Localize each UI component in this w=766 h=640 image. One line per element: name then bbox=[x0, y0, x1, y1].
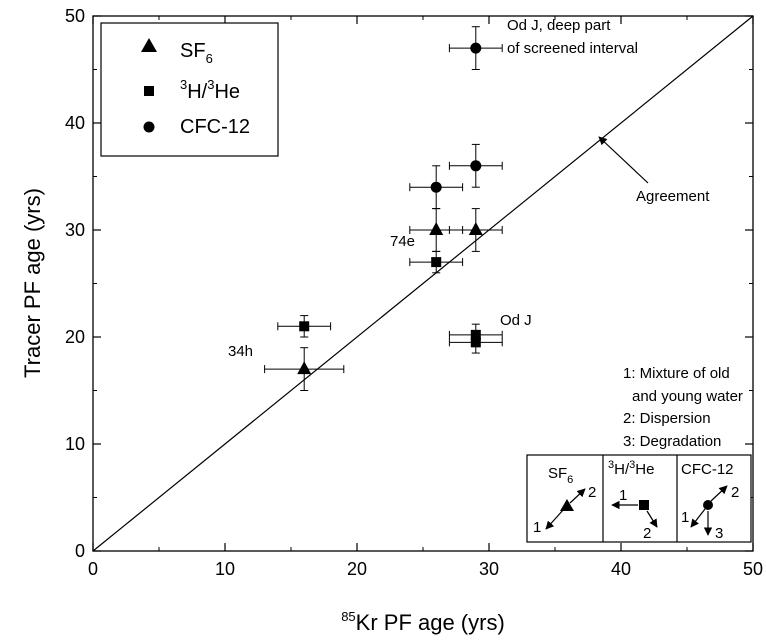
circle-point bbox=[430, 181, 442, 193]
y-tick-label: 30 bbox=[65, 220, 85, 240]
x-tick-label: 50 bbox=[743, 559, 763, 579]
legend-3h3he-sup2: 3 bbox=[207, 77, 214, 92]
inset-triangle-icon bbox=[560, 499, 574, 511]
inset-3h3he-sup2: 3 bbox=[629, 459, 635, 471]
annotations: Od J, deep part of screened interval Od … bbox=[228, 17, 743, 450]
legend-circle-icon bbox=[143, 121, 155, 133]
circle-point bbox=[470, 160, 482, 172]
inset-cfc12-arrow-2 bbox=[710, 485, 728, 502]
inset-note-3: 3: Degradation bbox=[623, 433, 721, 450]
cfc-12-point-group bbox=[448, 26, 503, 70]
axis-ticks: 0 10 20 30 40 50 0 10 20 30 40 50 bbox=[65, 6, 763, 579]
legend-3h3he-a: H/ bbox=[187, 81, 207, 103]
square-point bbox=[470, 337, 481, 348]
cfc-12-point-group bbox=[409, 165, 464, 210]
legend-box bbox=[100, 22, 279, 157]
legend-label-sf6: SF6 bbox=[180, 40, 213, 66]
inset-cfc12-label-1: 1 bbox=[681, 509, 689, 526]
inset-circle-icon bbox=[703, 500, 713, 510]
square-point bbox=[299, 321, 310, 332]
agreement-label: Agreement bbox=[636, 188, 710, 205]
inset-3h3he-label-1: 1 bbox=[619, 487, 627, 504]
inset-3h3he-label-2: 2 bbox=[643, 525, 651, 542]
inset-sf6-main: SF bbox=[548, 465, 567, 482]
legend: SF6 3H/3He CFC-12 bbox=[100, 22, 279, 157]
inset-sf6-arrow-2 bbox=[569, 488, 586, 504]
x-tick-label: 10 bbox=[215, 559, 235, 579]
triangle-point bbox=[468, 222, 483, 235]
inset-sf6-label-1: 1 bbox=[533, 519, 541, 536]
annotation-od-j-deep-line1: Od J, deep part bbox=[507, 17, 611, 34]
sf6-point-group bbox=[448, 208, 503, 252]
legend-label-cfc12: CFC-12 bbox=[180, 116, 250, 138]
agreement-line-layer bbox=[92, 15, 754, 552]
inset-3h3he-a: H/ bbox=[614, 461, 630, 478]
3h-3he-point-group bbox=[277, 315, 332, 338]
inset-title-cfc12: CFC-12 bbox=[681, 461, 734, 478]
y-tick-label: 50 bbox=[65, 6, 85, 26]
legend-sf6-main: SF bbox=[180, 40, 206, 62]
inset-sf6-arrow-1 bbox=[545, 508, 565, 530]
inset-title-sf6: SF6 bbox=[548, 465, 573, 486]
y-axis-title: Tracer PF age (yrs) bbox=[20, 188, 45, 378]
inset-title-3h3he: 3H/3He bbox=[608, 459, 654, 478]
inset-cfc12-label-2: 2 bbox=[731, 484, 739, 501]
inset-sf6-sub: 6 bbox=[567, 474, 573, 486]
3h-3he-point-group bbox=[409, 250, 464, 274]
inset-sf6-label-2: 2 bbox=[588, 484, 596, 501]
y-tick-label: 0 bbox=[75, 541, 85, 561]
y-tick-label: 10 bbox=[65, 434, 85, 454]
agreement-line bbox=[92, 15, 754, 552]
inset-cfc12-arrow-1 bbox=[690, 508, 706, 528]
triangle-point bbox=[297, 361, 312, 375]
x-axis-title: 85Kr PF age (yrs) bbox=[341, 609, 505, 635]
inset-square-icon bbox=[639, 500, 649, 510]
legend-label-3h3he: 3H/3He bbox=[180, 77, 240, 103]
sf6-point-group bbox=[264, 347, 345, 391]
inset-cfc12-label-3: 3 bbox=[715, 525, 723, 542]
agreement-arrow bbox=[598, 136, 649, 184]
annotation-od-j-deep-line2: of screened interval bbox=[507, 40, 638, 57]
cfc-12-point-group bbox=[448, 143, 503, 188]
triangle-point bbox=[429, 222, 444, 235]
annotation-34h: 34h bbox=[228, 343, 253, 360]
inset-process-diagram: SF6 1 2 3H/3He 1 2 CFC-12 1 2 3 bbox=[526, 454, 752, 543]
annotation-od-j: Od J bbox=[500, 312, 532, 329]
legend-3h3he-sup1: 3 bbox=[180, 77, 187, 92]
inset-note-2: 2: Dispersion bbox=[623, 410, 711, 427]
x-tick-label: 40 bbox=[611, 559, 631, 579]
y-tick-label: 40 bbox=[65, 113, 85, 133]
x-tick-label: 20 bbox=[347, 559, 367, 579]
legend-3h3he-b: He bbox=[214, 81, 240, 103]
annotation-74e: 74e bbox=[390, 233, 415, 250]
y-tick-label: 20 bbox=[65, 327, 85, 347]
inset-note-1: 1: Mixture of old bbox=[623, 365, 730, 382]
square-point bbox=[431, 257, 442, 268]
circle-point bbox=[470, 42, 482, 54]
inset-3h3he-b: He bbox=[635, 461, 654, 478]
inset-note-1b: and young water bbox=[632, 388, 743, 405]
x-axis-title-sup: 85 bbox=[341, 609, 355, 624]
legend-triangle-icon bbox=[141, 38, 157, 52]
data-marks-layer bbox=[264, 26, 503, 391]
legend-square-icon bbox=[144, 86, 154, 96]
x-axis-title-text: Kr PF age (yrs) bbox=[356, 610, 505, 635]
3h-3he-point-group bbox=[448, 331, 503, 354]
x-tick-label: 0 bbox=[88, 559, 98, 579]
inset-3h3he-arrow-2 bbox=[646, 510, 658, 528]
x-tick-label: 30 bbox=[479, 559, 499, 579]
legend-sf6-sub: 6 bbox=[206, 51, 213, 66]
inset-3h3he-sup1: 3 bbox=[608, 459, 614, 471]
